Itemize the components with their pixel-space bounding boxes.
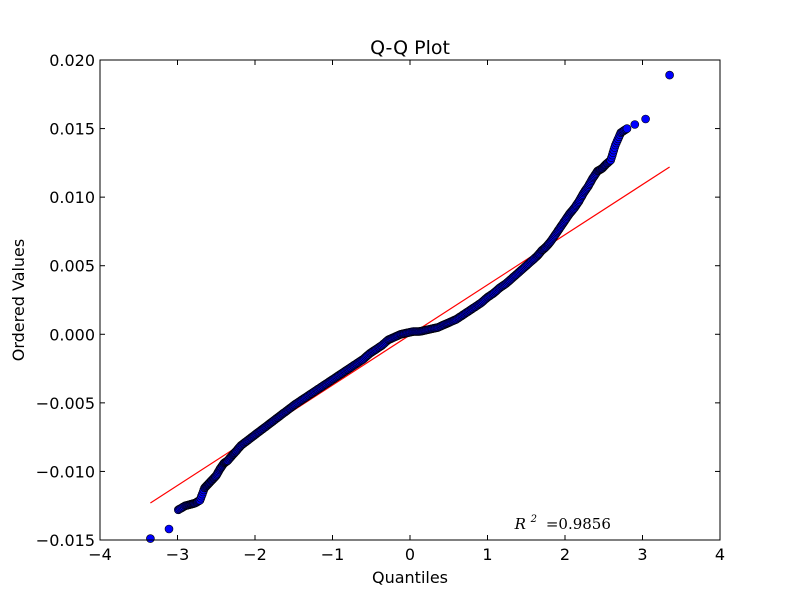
chart-title: Q-Q Plot (370, 37, 450, 59)
r-squared-variable: R (514, 515, 526, 533)
x-tick-label: −1 (321, 545, 345, 564)
data-point (630, 120, 640, 129)
r-squared-value: =0.9856 (546, 515, 611, 533)
x-tick-label: −3 (166, 545, 190, 564)
x-tick-label: 4 (715, 545, 725, 564)
y-tick-label: 0.000 (49, 325, 95, 344)
y-tick-label: 0.010 (49, 188, 95, 207)
data-point (622, 124, 632, 133)
y-tick-label: −0.010 (36, 462, 95, 481)
y-tick-label: −0.005 (36, 394, 95, 413)
scatter-points-layer (146, 70, 674, 543)
x-tick-label: 0 (405, 545, 415, 564)
y-tick-label: 0.005 (49, 257, 95, 276)
x-tick-label: 1 (482, 545, 492, 564)
data-point (641, 114, 650, 124)
x-axis-ticks: −4 −3 −2 −1 0 1 2 3 4 (88, 60, 725, 564)
data-point (665, 70, 674, 80)
x-tick-label: −4 (88, 545, 112, 564)
x-tick-label: 2 (560, 545, 570, 564)
y-tick-label: 0.020 (49, 51, 95, 70)
x-tick-label: 3 (637, 545, 647, 564)
y-tick-label: 0.015 (49, 120, 95, 139)
x-axis-title: Quantiles (372, 568, 448, 587)
r-squared-annotation: R 2 =0.9856 (514, 508, 611, 533)
r-squared-superscript: 2 (530, 514, 537, 525)
x-tick-label: −2 (243, 545, 267, 564)
y-axis-title: Ordered Values (9, 239, 28, 361)
data-point (164, 524, 174, 534)
data-point (146, 534, 155, 543)
y-axis-ticks: −0.015 −0.010 −0.005 0.000 0.005 0.010 0.015 0.… (36, 51, 720, 550)
y-tick-label: −0.015 (36, 531, 95, 550)
